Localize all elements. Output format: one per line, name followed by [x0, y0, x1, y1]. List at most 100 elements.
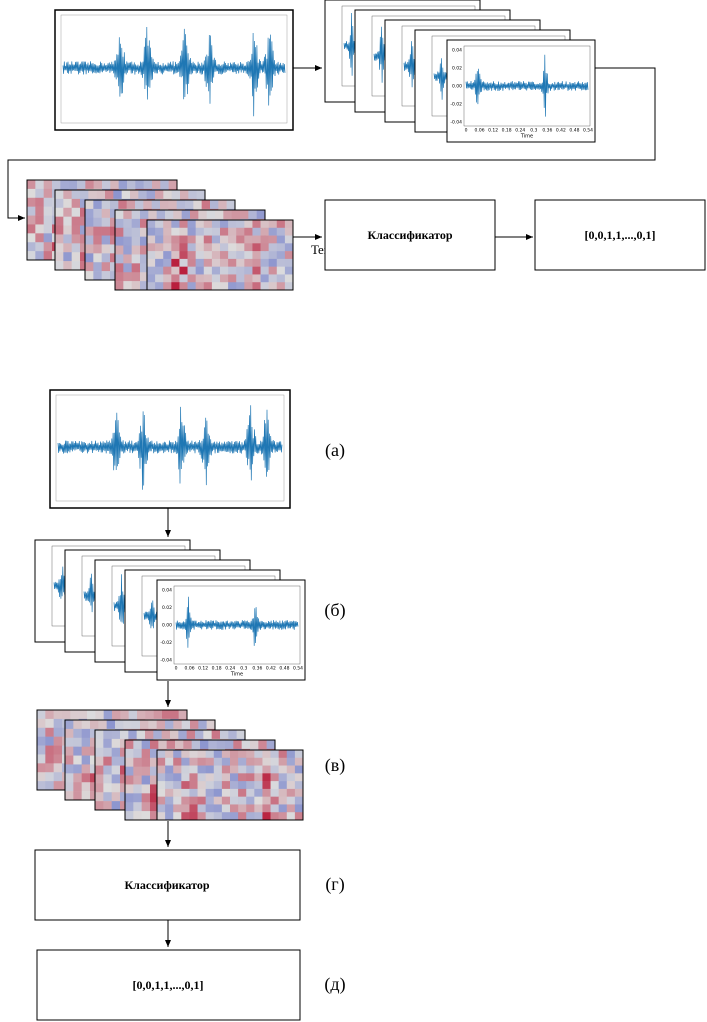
spectrogram-cell: [85, 262, 94, 272]
spectrogram-cell: [96, 190, 106, 200]
spectrogram-cell: [110, 262, 119, 272]
spectrogram-cell: [254, 788, 263, 797]
spectrogram-cell: [260, 266, 269, 275]
spectrogram-cell: [133, 784, 142, 794]
spectrogram-cell: [236, 274, 245, 283]
spectrogram-cell: [131, 720, 141, 730]
spectrogram-cell: [163, 266, 172, 275]
spectrogram-cell: [95, 801, 104, 811]
spectrogram-cell: [294, 812, 304, 821]
spectrogram-cell: [278, 788, 288, 797]
spectrogram-cell: [65, 791, 74, 801]
spectrogram-cell: [252, 282, 261, 291]
spectrogram-cell: [141, 775, 151, 785]
spectrogram-cell: [146, 190, 156, 200]
spectrogram-cell: [93, 200, 102, 210]
spectrogram-cell: [85, 200, 94, 210]
spectrogram-cell: [52, 180, 61, 190]
spectrogram-cell: [171, 274, 180, 283]
spectrogram-cell: [181, 804, 190, 813]
spectrogram-cell: [246, 750, 255, 759]
spectrogram-cell: [187, 266, 196, 275]
spectrogram-cell: [260, 251, 269, 260]
spectrogram-cell: [162, 710, 171, 720]
spectrogram-cell: [147, 251, 156, 260]
output-box: [534, 199, 706, 271]
spectrogram-cell: [43, 206, 53, 216]
spectrogram-cell: [206, 720, 216, 730]
spectrogram-cell: [131, 218, 141, 229]
spectrogram-cell: [140, 254, 149, 264]
spectrogram-cell: [123, 254, 132, 264]
spectrogram-cell: [165, 765, 174, 774]
spectrogram-border: [146, 219, 294, 291]
spectrogram-cell: [173, 788, 182, 797]
spectrogram-cell: [276, 274, 286, 283]
spectrogram-cell: [173, 765, 182, 774]
spectrogram-cell: [37, 781, 46, 791]
spectrogram-cell: [163, 243, 172, 252]
spectrogram-cell: [181, 750, 190, 759]
spectrogram-cell: [189, 796, 198, 805]
spectrogram-cell: [131, 210, 141, 220]
spectrogram-cell: [157, 804, 166, 813]
spectrogram-cell: [43, 233, 53, 243]
spectrogram-cell: [155, 266, 164, 275]
spectrogram-cell: [123, 210, 132, 220]
spectrogram-cell: [163, 227, 172, 236]
spectrogram-cell: [73, 737, 82, 747]
spectrogram-cell: [195, 235, 205, 244]
x-tick-label: 0.42: [556, 128, 566, 134]
spectrogram-cell: [173, 773, 182, 782]
axes: [173, 585, 301, 665]
spectrogram-cell: [211, 266, 221, 275]
axes: [60, 14, 288, 124]
spectrogram-cell: [140, 263, 149, 273]
spectrogram-cell: [246, 788, 255, 797]
spectrogram-cell: [43, 251, 53, 261]
spectrogram-cell: [268, 220, 278, 229]
spectrogram-cell: [205, 812, 215, 821]
spectrogram-cell: [276, 243, 286, 252]
spectrogram-cell: [45, 754, 54, 764]
spectrogram-cell: [197, 781, 206, 790]
spectrogram-cell: [233, 740, 242, 750]
spectrogram-cell: [170, 730, 179, 740]
spectrogram-cell: [110, 208, 119, 219]
spectrogram-cell: [244, 235, 253, 244]
spectrogram-cell: [171, 243, 180, 252]
spectrogram-cell: [90, 728, 99, 739]
output-text: [0,0,1,1,...,0,1]: [133, 978, 204, 992]
spectrogram-cell: [205, 804, 215, 813]
spectrogram-cell: [78, 710, 88, 720]
spectrogram-cell: [125, 811, 134, 821]
step-label: (г): [325, 874, 344, 895]
spectrogram-cell: [90, 720, 99, 730]
spectrogram-cell: [35, 206, 44, 216]
spectrogram-cell: [286, 788, 296, 797]
spectrogram-cell: [213, 812, 223, 821]
spectrogram-cell: [189, 788, 198, 797]
spectrogram-cell: [103, 730, 112, 740]
spectrogram-cell: [27, 215, 36, 225]
spectrogram-cell: [238, 804, 247, 813]
spectrogram-cell: [115, 281, 124, 291]
spectrogram-cell: [165, 750, 174, 759]
spectrogram-cell: [195, 243, 205, 252]
spectrogram-cell: [137, 710, 146, 720]
spectrogram-cell: [80, 207, 89, 217]
spectrogram-cell: [131, 272, 141, 282]
spectrogram-cell: [150, 740, 159, 750]
spectrogram-cell: [221, 812, 231, 821]
y-tick-label: 0.02: [452, 66, 462, 72]
x-axis-label: Time: [520, 134, 533, 140]
spectrogram-cell: [197, 750, 206, 759]
spectrogram-cell: [95, 738, 104, 749]
spectrogram-cell: [203, 220, 213, 229]
spectrogram-cell: [183, 740, 192, 750]
spectrogram-cell: [63, 216, 72, 226]
spectrogram-cell: [90, 746, 99, 756]
spectrogram-cell: [276, 235, 286, 244]
spectrogram-cell: [127, 180, 136, 190]
x-tick-label: 0.54: [293, 666, 303, 672]
